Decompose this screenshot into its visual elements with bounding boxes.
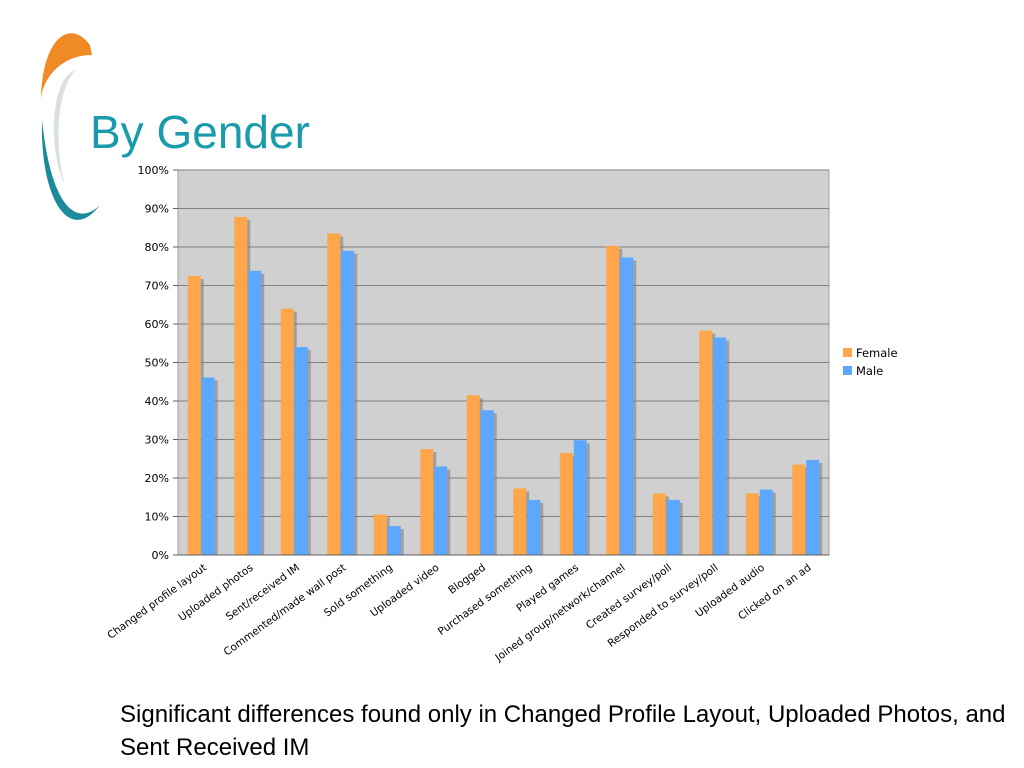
- legend: Female Male: [843, 346, 898, 378]
- logo-teal-arc: [41, 120, 100, 220]
- bar-male-4: [387, 526, 401, 555]
- page-title: By Gender: [90, 106, 310, 158]
- y-tick-label: 60%: [145, 318, 169, 331]
- bar-male-12: [759, 489, 773, 555]
- bar-female-0: [187, 275, 201, 555]
- y-tick-label: 100%: [138, 164, 169, 177]
- bar-female-8: [559, 452, 573, 555]
- y-tick-label: 10%: [145, 511, 169, 524]
- bar-female-3: [327, 233, 341, 555]
- bar-female-7: [513, 488, 527, 555]
- bar-female-11: [699, 330, 713, 555]
- bar-female-5: [420, 449, 434, 555]
- x-tick-label: Created survey/poll: [584, 562, 674, 632]
- y-tick-label: 50%: [145, 357, 169, 370]
- bar-chart: 0% 10% 20% 30% 40% 50% 60% 70% 80% 90% 100% Change…: [105, 164, 898, 665]
- logo-grey-arc: [53, 70, 75, 185]
- bar-female-10: [652, 493, 666, 555]
- x-tick-label: Blogged: [446, 562, 488, 597]
- bar-male-5: [434, 466, 448, 555]
- legend-label-female: Female: [856, 346, 898, 360]
- legend-swatch-male: [843, 366, 852, 375]
- logo-orange-arc: [41, 33, 92, 101]
- bar-male-6: [480, 410, 494, 555]
- y-axis-tick-labels: 0% 10% 20% 30% 40% 50% 60% 70% 80% 90% 100%: [138, 164, 169, 562]
- y-tick-label: 30%: [145, 434, 169, 447]
- y-tick-label: 0%: [152, 549, 169, 562]
- y-tick-label: 80%: [145, 241, 169, 254]
- y-tick-label: 90%: [145, 203, 169, 216]
- bar-female-6: [466, 395, 480, 555]
- footnote-text: Significant differences found only in Ch…: [120, 701, 1006, 761]
- bar-male-0: [201, 377, 215, 555]
- y-tick-label: 20%: [145, 472, 169, 485]
- bar-male-1: [248, 270, 262, 555]
- bars: [178, 216, 829, 556]
- logo-swirl-icon: [41, 33, 100, 220]
- bar-female-12: [745, 493, 759, 555]
- y-tick-label: 70%: [145, 280, 169, 293]
- legend-swatch-female: [843, 348, 852, 357]
- legend-label-male: Male: [856, 364, 883, 378]
- bar-male-9: [620, 257, 634, 555]
- bar-male-2: [294, 347, 308, 555]
- bar-female-2: [280, 308, 294, 555]
- bar-female-9: [606, 245, 620, 555]
- bar-male-8: [573, 440, 587, 555]
- bar-female-1: [234, 216, 248, 555]
- bar-male-13: [806, 459, 820, 555]
- bar-female-13: [792, 464, 806, 555]
- bar-male-3: [341, 250, 355, 555]
- y-tick-label: 40%: [145, 395, 169, 408]
- bar-female-4: [373, 514, 387, 555]
- bar-male-10: [666, 499, 680, 555]
- bar-male-7: [527, 499, 541, 555]
- bar-male-11: [713, 337, 727, 555]
